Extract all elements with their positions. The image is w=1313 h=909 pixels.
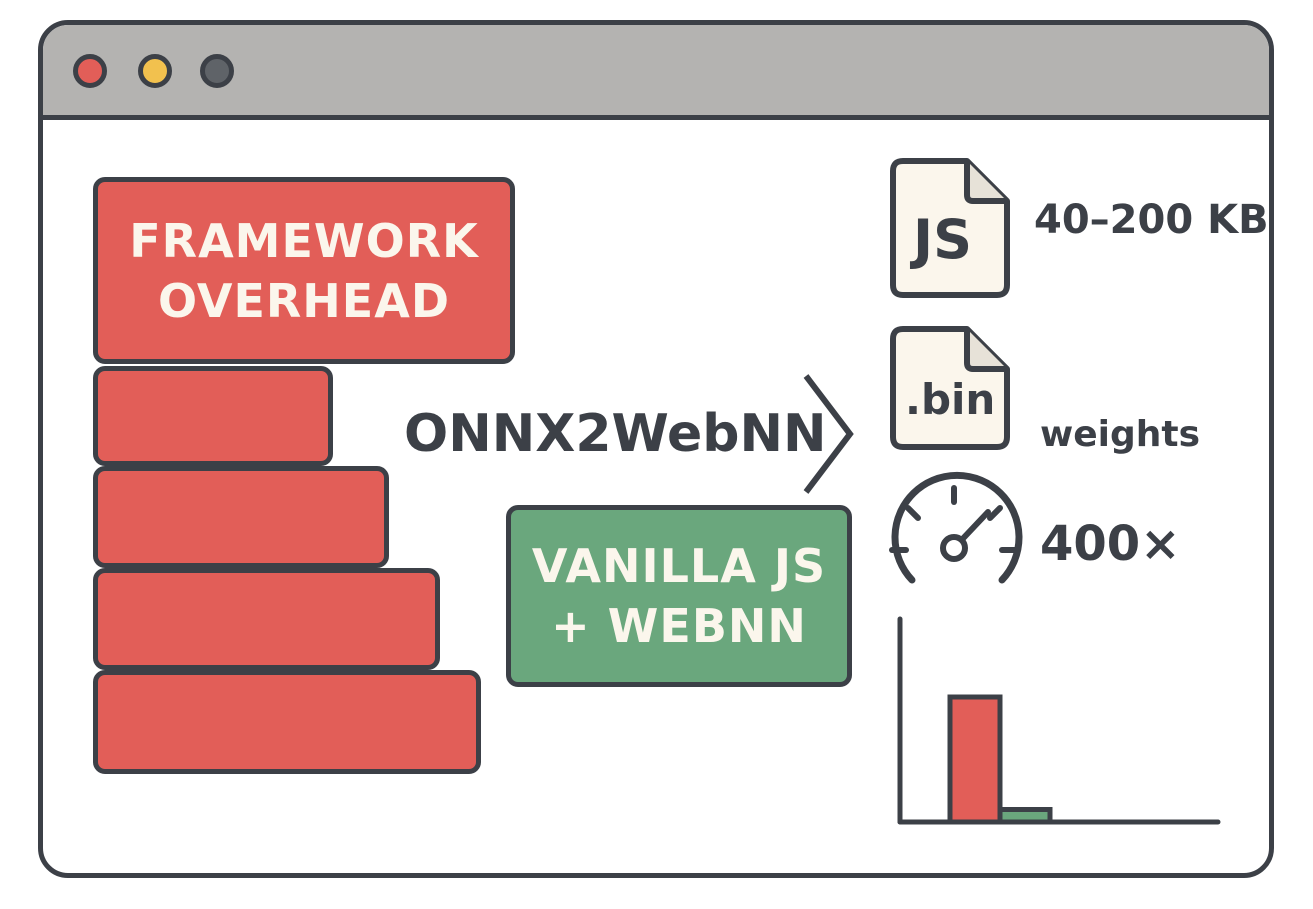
minimize-dot-icon[interactable] [138, 54, 172, 88]
maximize-dot-icon[interactable] [200, 54, 234, 88]
bin-file-icon-text: .bin [905, 375, 996, 424]
onnx2webnn-label: ONNX2WebNN [404, 404, 827, 464]
js-size-caption: 40–200 KB [1034, 197, 1269, 243]
stack-layer-3 [93, 568, 440, 670]
size-comparison-chart [897, 616, 1221, 825]
chart-bar-2 [997, 807, 1053, 825]
stack-layer-1 [93, 366, 333, 466]
bin-file-icon [890, 326, 1010, 450]
vanilla-js-label: VANILLA JS [531, 539, 827, 593]
close-dot-icon[interactable] [73, 54, 107, 88]
speedometer-icon [889, 471, 1023, 584]
stack-layer-2 [93, 466, 389, 568]
weights-caption: weights [1040, 414, 1201, 455]
framework-overhead-block: FRAMEWORK OVERHEAD [93, 177, 515, 364]
chart-bar-1 [947, 694, 1003, 825]
stack-layer-4 [93, 670, 481, 774]
framework-label-line1: FRAMEWORK [129, 213, 479, 268]
webnn-label: + WEBNN [551, 599, 807, 653]
js-file-icon [890, 158, 1010, 298]
vanilla-js-webnn-box: VANILLA JS + WEBNN [506, 505, 852, 687]
js-file-icon-text: JS [913, 208, 972, 271]
chevron-right-icon [803, 374, 854, 494]
framework-label-line2: OVERHEAD [157, 273, 451, 328]
window-titlebar [43, 25, 1269, 120]
speedup-caption: 400× [1040, 516, 1181, 572]
framework-overhead-label: FRAMEWORK OVERHEAD [98, 182, 510, 359]
